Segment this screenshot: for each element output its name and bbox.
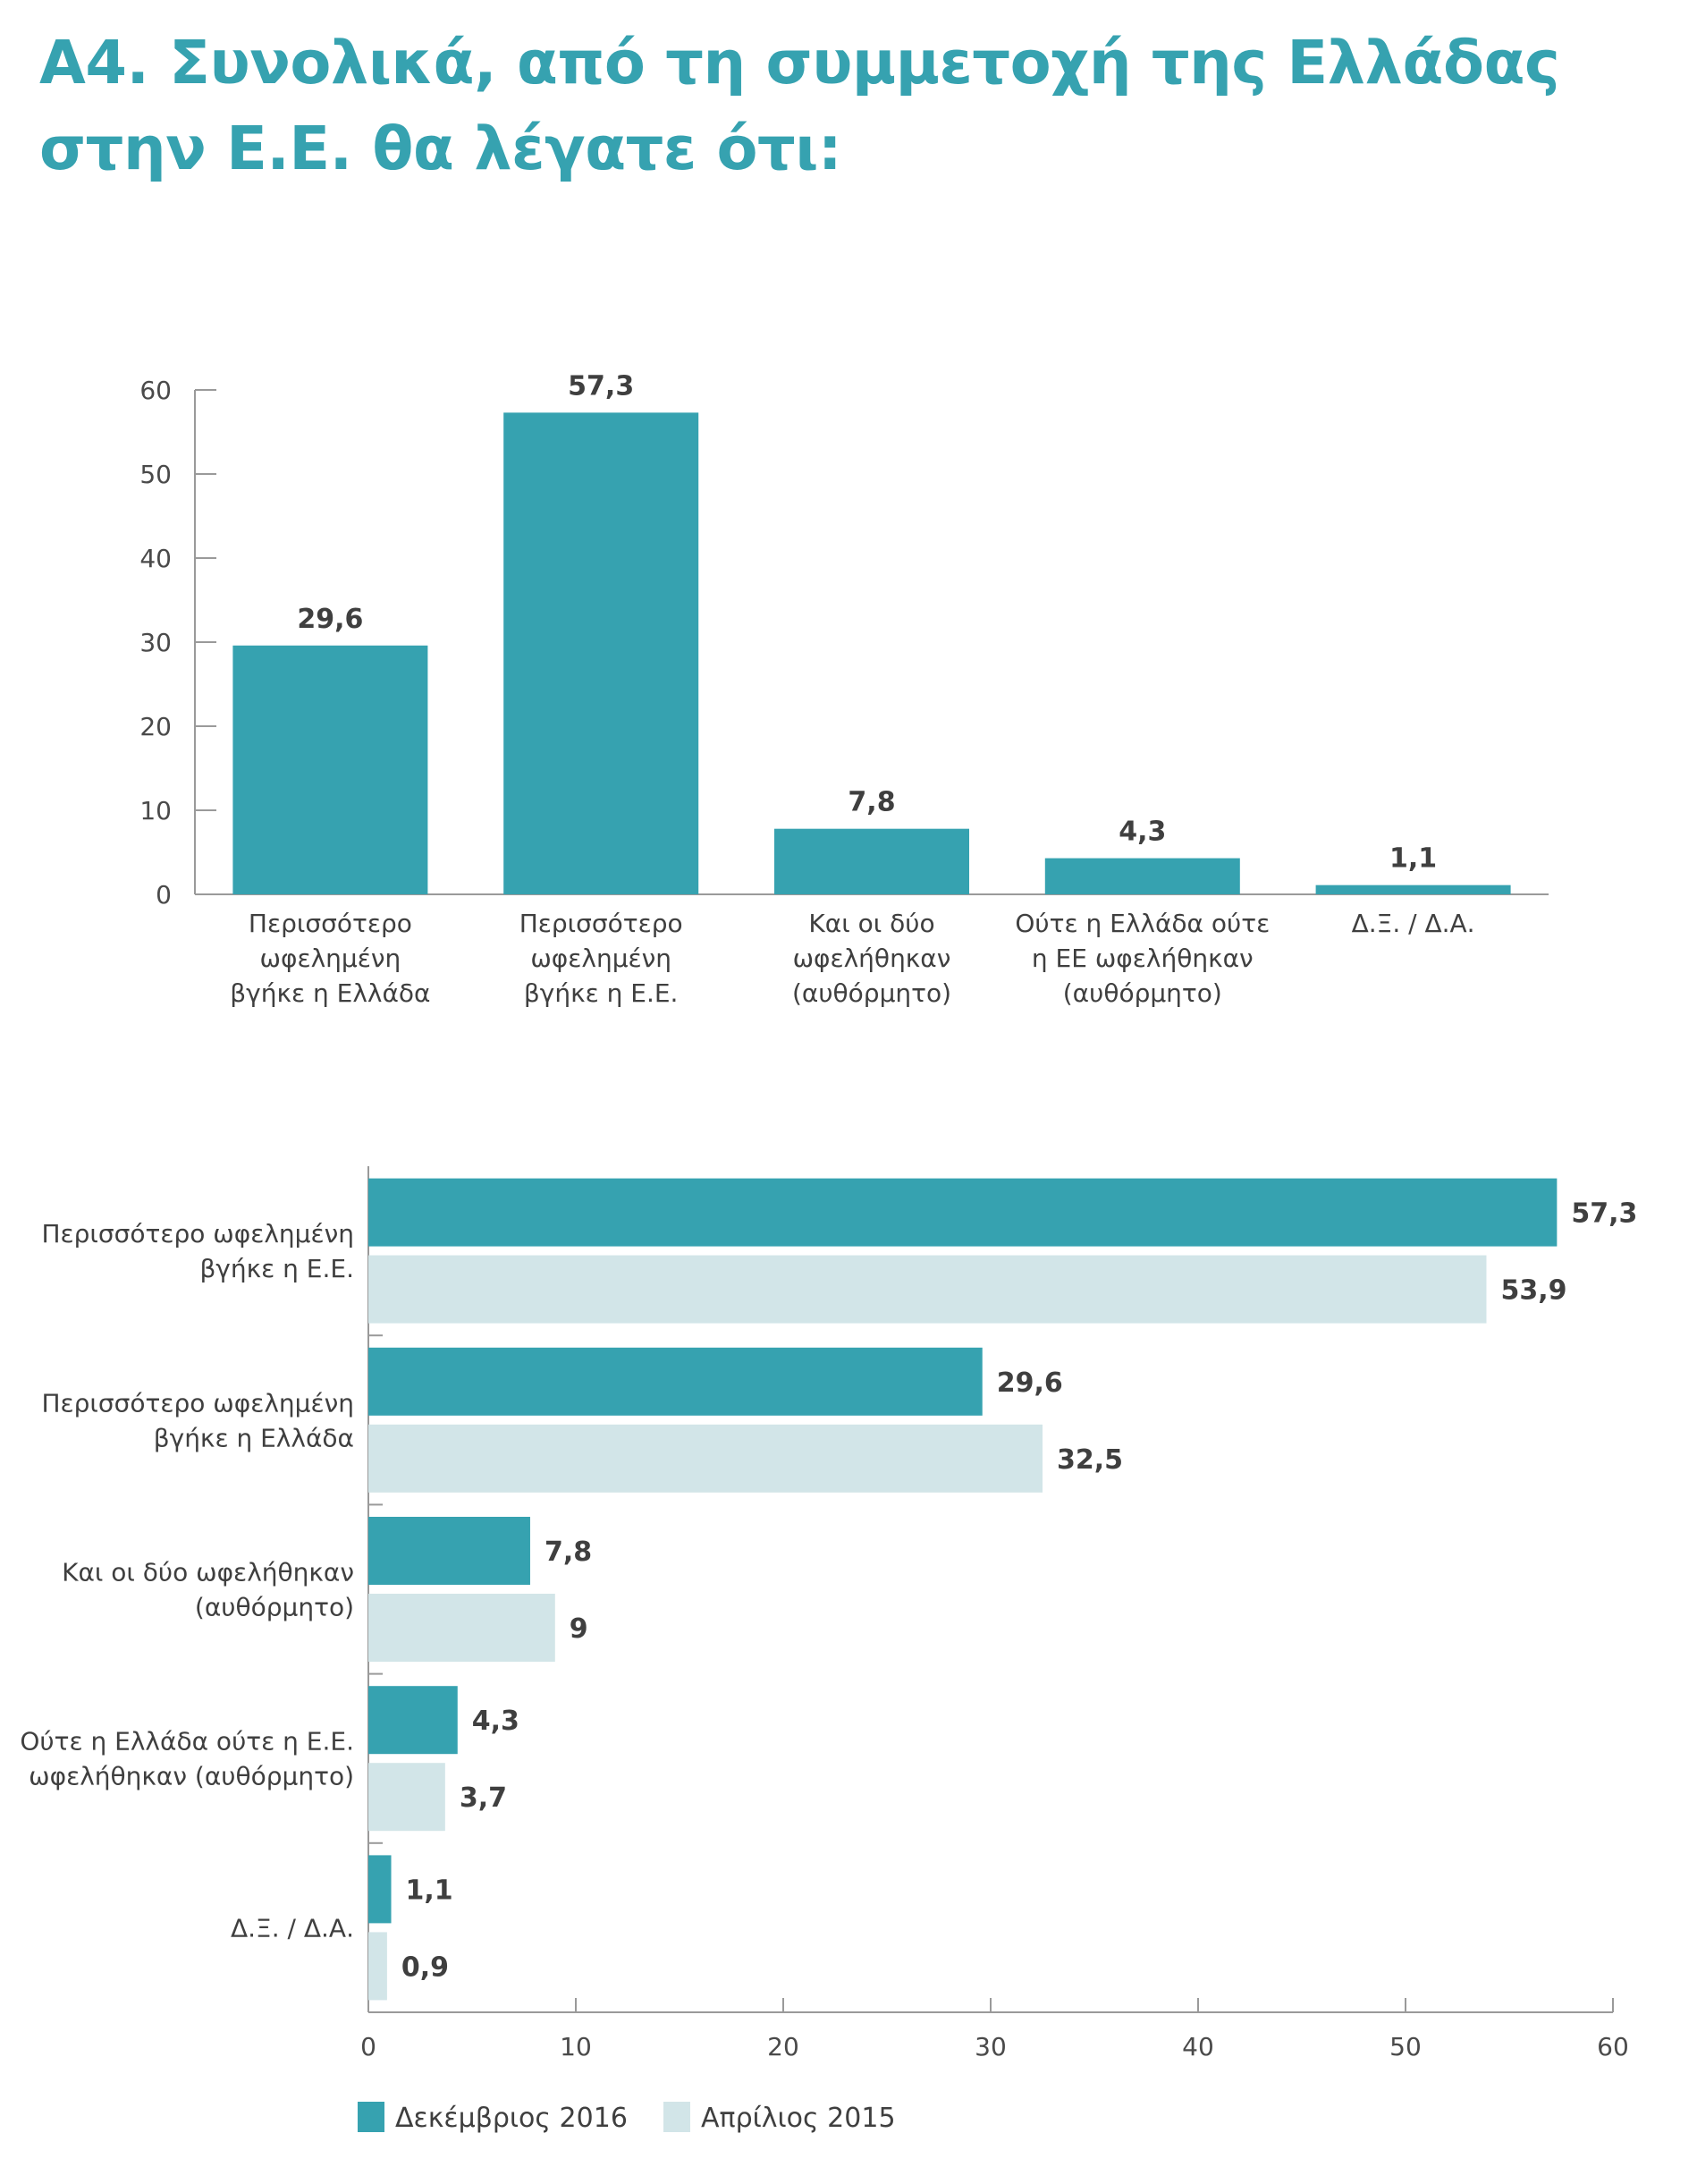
legend-swatch [663, 2102, 690, 2132]
y-tick-label: Και οι δύο ωφελήθηκαν (αυθόρμητο) [62, 1558, 354, 1622]
data-label: 32,5 [1057, 1444, 1123, 1476]
x-tick-label-line: ωφελημένη [530, 944, 671, 973]
y-tick-label: 0 [156, 880, 172, 910]
y-tick-label: 40 [139, 544, 172, 573]
y-tick-label-line: Και οι δύο ωφελήθηκαν [62, 1558, 354, 1587]
y-tick-label: 30 [139, 628, 172, 657]
data-label: 4,3 [1119, 817, 1166, 848]
x-tick-label: Περισσότερο ωφελημένη βγήκε η Ε.Ε. [519, 909, 683, 1008]
x-tick-label-line: ωφελήθηκαν [793, 944, 951, 973]
x-tick-label: Και οι δύο ωφελήθηκαν (αυθόρμητο) [792, 909, 951, 1008]
bar [368, 1594, 555, 1662]
bar [232, 645, 428, 894]
bar [503, 412, 699, 894]
bar [368, 1763, 445, 1832]
y-tick-label: Ούτε η Ελλάδα ούτε η Ε.Ε. ωφελήθηκαν (αυθ… [20, 1727, 354, 1791]
bar [368, 1686, 458, 1755]
x-tick-label-line: Και οι δύο [808, 909, 934, 938]
y-tick-label-line: βγήκε η Ελλάδα [154, 1423, 354, 1452]
x-tick-label-line: Περισσότερο [249, 909, 412, 938]
data-label: 0,9 [401, 1951, 449, 1983]
x-tick-label-line: Δ.Ξ. / Δ.Α. [1352, 909, 1475, 938]
data-label: 57,3 [568, 370, 634, 402]
x-tick-label: 30 [975, 2032, 1007, 2061]
y-tick-label-line: (αυθόρμητο) [195, 1593, 354, 1622]
data-label: 29,6 [997, 1367, 1063, 1399]
x-tick-label: Δ.Ξ. / Δ.Α. [1352, 909, 1475, 938]
x-tick-label-line: Περισσότερο [519, 909, 683, 938]
legend-swatch [358, 2102, 384, 2132]
x-tick-label-line: βγήκε η Ε.Ε. [524, 978, 679, 1008]
x-tick-label-line: ωφελημένη [260, 944, 401, 973]
bar [368, 1932, 387, 2001]
data-label: 3,7 [460, 1782, 507, 1814]
y-tick-label-line: Περισσότερο ωφελημένη [41, 1388, 354, 1418]
x-tick-label-line: Ούτε η Ελλάδα ούτε [1015, 909, 1270, 938]
x-tick-label: 60 [1597, 2032, 1629, 2061]
y-tick-label: 10 [139, 796, 172, 825]
x-tick-label: Ούτε η Ελλάδα ούτε η ΕΕ ωφελήθηκαν (αυθόρμ… [1015, 909, 1270, 1008]
page-title: Α4. Συνολικά, από τη συμμετοχή της Ελλάδ… [39, 20, 1649, 191]
y-tick-label-line: Δ.Ξ. / Δ.Α. [231, 1913, 354, 1943]
vertical-bar-chart: 0 10 20 30 40 50 60 29,6 Περισσότερο ωφελημένη βγή… [139, 370, 1549, 1008]
data-label: 57,3 [1571, 1198, 1637, 1230]
x-tick-label: 20 [767, 2032, 799, 2061]
x-tick-label: Περισσότερο ωφελημένη βγήκε η Ελλάδα [230, 909, 430, 1008]
x-tick-label-line: η ΕΕ ωφελήθηκαν [1032, 944, 1254, 973]
bar [368, 1347, 983, 1416]
x-tick-label-line: (αυθόρμητο) [1063, 978, 1222, 1008]
x-tick-label: 40 [1182, 2032, 1214, 2061]
y-tick-label-line: ωφελήθηκαν (αυθόρμητο) [29, 1762, 354, 1791]
y-tick-label: Περισσότερο ωφελημένη βγήκε η Ελλάδα [41, 1388, 354, 1452]
bar [1044, 858, 1240, 894]
data-label: 29,6 [297, 604, 363, 635]
data-label: 7,8 [545, 1536, 592, 1568]
x-tick-label: 10 [560, 2032, 592, 2061]
y-tick-label: Περισσότερο ωφελημένη βγήκε η Ε.Ε. [41, 1219, 354, 1283]
data-label: 9 [570, 1613, 588, 1645]
x-tick-label: 50 [1389, 2032, 1422, 2061]
bar [368, 1178, 1558, 1247]
bar [368, 1855, 392, 1924]
y-tick-label: 20 [139, 712, 172, 741]
y-tick-label: Δ.Ξ. / Δ.Α. [231, 1913, 354, 1943]
y-tick-label: 50 [139, 460, 172, 489]
bar [368, 1424, 1043, 1493]
x-tick-label: 0 [360, 2032, 376, 2061]
y-tick-label: 60 [139, 376, 172, 405]
page-title-line-2: στην Ε.Ε. θα λέγατε ότι: [39, 114, 842, 183]
data-label: 53,9 [1500, 1275, 1566, 1307]
y-tick-label-line: Ούτε η Ελλάδα ούτε η Ε.Ε. [20, 1727, 354, 1757]
legend-label: Δεκέμβριος 2016 [395, 2103, 628, 2134]
data-label: 1,1 [406, 1875, 453, 1906]
data-label: 7,8 [848, 787, 895, 818]
legend-label: Απρίλιος 2015 [701, 2103, 896, 2134]
y-tick-label-line: βγήκε η Ε.Ε. [199, 1254, 354, 1283]
page-title-line-1: Α4. Συνολικά, από τη συμμετοχή της Ελλάδ… [39, 28, 1560, 97]
bar [368, 1255, 1487, 1324]
bar [368, 1517, 530, 1585]
x-tick-label-line: βγήκε η Ελλάδα [230, 978, 430, 1008]
y-tick-label-line: Περισσότερο ωφελημένη [41, 1219, 354, 1249]
data-label: 4,3 [472, 1706, 519, 1737]
data-label: 1,1 [1389, 843, 1437, 875]
bar [774, 828, 969, 894]
bar [1315, 885, 1511, 894]
x-tick-label-line: (αυθόρμητο) [792, 978, 951, 1008]
